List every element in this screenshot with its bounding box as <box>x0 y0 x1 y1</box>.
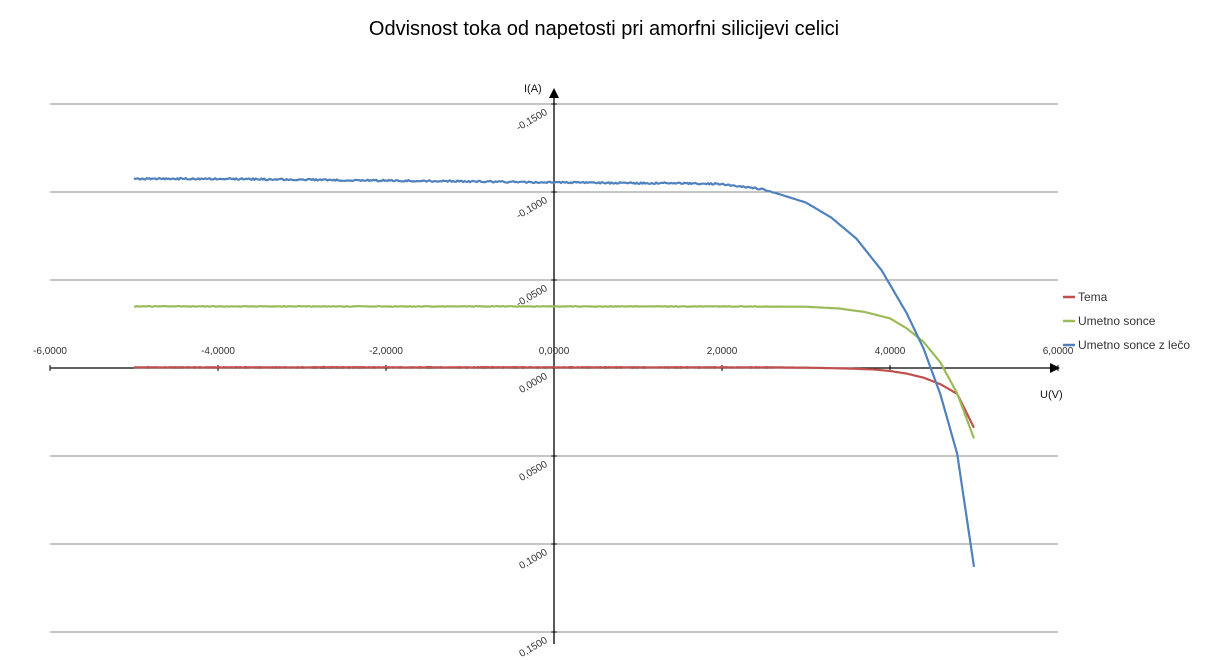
chart-title: Odvisnost toka od napetosti pri amorfni … <box>368 18 840 40</box>
legend-label-0: Tema <box>1078 290 1108 304</box>
x-tick-label-4: 2,0000 <box>707 346 738 357</box>
y-axis-arrow <box>549 88 559 98</box>
x-tick-label-2: -2,0000 <box>369 346 403 357</box>
y-tick-label-5: 0,1000 <box>518 547 550 572</box>
x-tick-label-3: 0,0000 <box>539 346 570 357</box>
series-lines <box>133 176 976 568</box>
x-tick-label-5: 4,0000 <box>875 346 906 357</box>
y-axis-label: I(A) <box>524 83 542 95</box>
x-tick-label-0: -6,0000 <box>33 346 67 357</box>
x-axis-label: U(V) <box>1040 389 1063 401</box>
y-tick-label-6: 0,1500 <box>518 635 550 660</box>
y-tick-label-3: 0,0000 <box>518 371 550 396</box>
axes: -6,0000 -4,0000 -2,0000 0,0000 2,0000 4,0000 6… <box>33 83 1074 660</box>
x-tick-label-6: 6,0000 <box>1043 346 1074 357</box>
legend-label-1: Umetno sonce <box>1078 314 1156 328</box>
x-axis-arrow <box>1050 363 1060 373</box>
y-tick-label-4: 0,0500 <box>518 459 550 484</box>
series-line-1 <box>133 305 976 439</box>
legend-label-2: Umetno sonce z lečo <box>1078 338 1190 352</box>
y-tick-label-0: -0,1500 <box>515 107 550 134</box>
series-line-0 <box>133 365 975 429</box>
x-tick-label-1: -4,0000 <box>201 346 235 357</box>
y-tick-label-1: -0,1000 <box>515 195 550 222</box>
series-line-2 <box>133 176 976 568</box>
legend: Tema Umetno sonce Umetno sonce z lečo <box>1063 290 1190 352</box>
